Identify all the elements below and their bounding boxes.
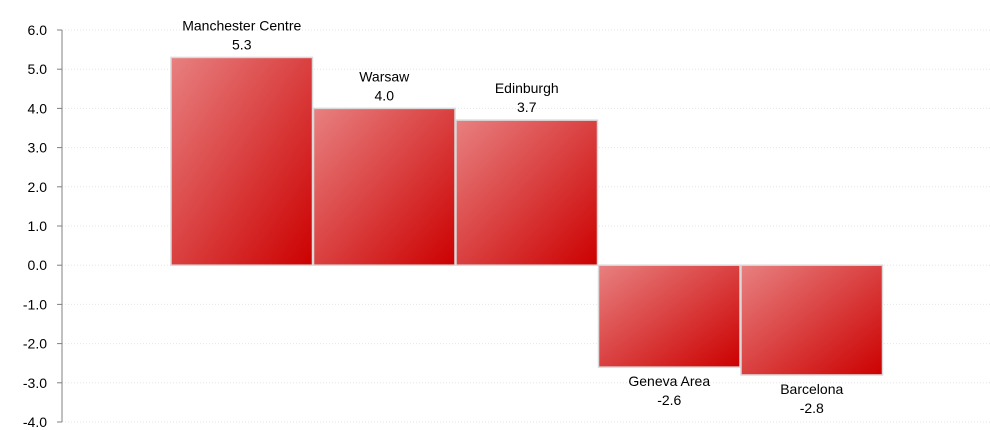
data-label: 5.3 (232, 36, 252, 52)
category-label: Barcelona (780, 381, 843, 397)
bar (455, 119, 599, 266)
bar-labels: Manchester Centre 5.3 Warsaw 4.0 Edinburgh 3.… (182, 17, 843, 416)
y-tick-label: 0.0 (28, 257, 48, 273)
category-label: Manchester Centre (182, 17, 301, 33)
y-tick-label: 6.0 (28, 22, 48, 38)
category-label: Geneva Area (628, 373, 710, 389)
data-label: -2.6 (657, 392, 681, 408)
bar (597, 264, 741, 368)
y-tick-label: 5.0 (28, 61, 48, 77)
bar (170, 56, 314, 266)
y-tick-label: -1.0 (23, 296, 47, 312)
category-label: Warsaw (359, 68, 410, 84)
bar (312, 107, 456, 266)
bar (740, 264, 884, 376)
y-tick-label: -2.0 (23, 336, 47, 352)
y-tick-label: 3.0 (28, 140, 48, 156)
y-tick-label: 4.0 (28, 100, 48, 116)
y-tick-label: 2.0 (28, 179, 48, 195)
y-tick-label: -3.0 (23, 375, 47, 391)
data-label: 3.7 (517, 99, 537, 115)
category-label: Edinburgh (495, 80, 559, 96)
y-tick-label: -4.0 (23, 414, 47, 430)
bars (170, 56, 884, 376)
y-axis: 6.0 5.0 4.0 3.0 2.0 1.0 0.0 -1.0 -2.0 -3.0 -4.0 (23, 22, 63, 430)
data-label: 4.0 (375, 87, 395, 103)
y-tick-label: 1.0 (28, 218, 48, 234)
data-label: -2.8 (800, 400, 824, 416)
